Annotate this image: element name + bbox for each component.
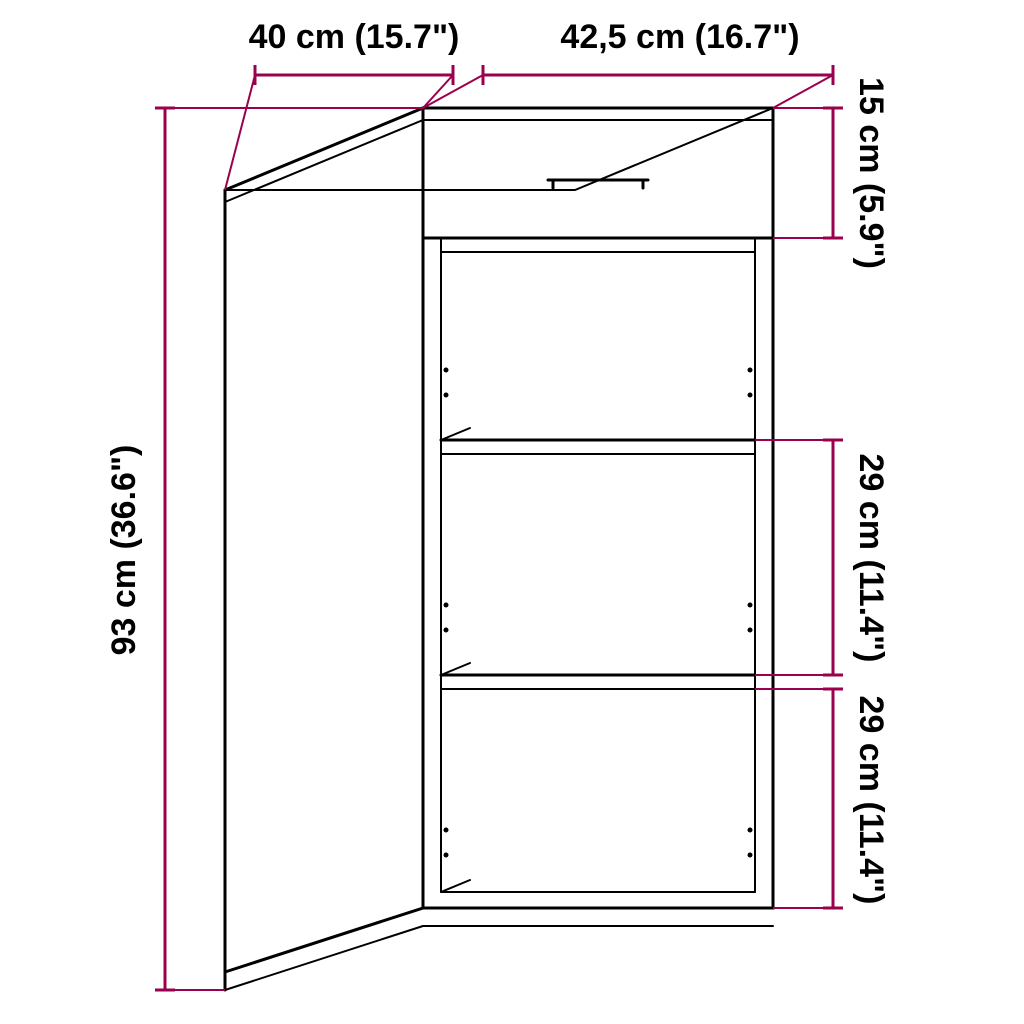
label-drawer: 15 cm (5.9") (852, 77, 890, 269)
label-shelf1: 29 cm (11.4") (852, 454, 890, 663)
dim-height (155, 108, 423, 990)
dim-depth (225, 65, 453, 190)
dim-shelf1 (755, 440, 843, 675)
label-shelf2: 29 cm (11.4") (852, 696, 890, 905)
dim-drawer-height (773, 108, 843, 238)
dimension-lines (155, 65, 843, 990)
left-side-panel (225, 108, 423, 972)
drawer-handle (548, 180, 648, 188)
dim-width (423, 65, 833, 108)
dim-shelf2 (755, 689, 843, 908)
bottom-edge-side (225, 926, 423, 990)
cabinet-dimension-diagram: 40 cm (15.7") 42,5 cm (16.7") 15 cm (5.9… (0, 0, 1024, 1024)
front-face (423, 108, 773, 908)
label-depth: 40 cm (15.7") (249, 18, 460, 56)
label-height: 93 cm (36.6") (105, 445, 143, 656)
cabinet-drawing (225, 108, 773, 990)
label-width: 42,5 cm (16.7") (560, 18, 799, 56)
